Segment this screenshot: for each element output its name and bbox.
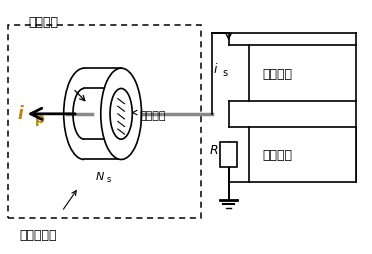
Bar [8,26,201,218]
Text: 检测电路: 检测电路 [262,148,292,161]
Text: $i$: $i$ [213,62,218,76]
Bar [249,46,356,102]
Bar [221,142,237,167]
Text: 初级绕组: 初级绕组 [29,16,58,29]
Ellipse shape [101,69,141,160]
Text: $R$: $R$ [209,143,218,156]
Text: 传感器探头: 传感器探头 [19,228,57,241]
Ellipse shape [110,89,132,140]
Text: i: i [17,104,23,122]
Text: s: s [219,150,224,160]
Bar [249,127,356,183]
Text: s: s [222,68,227,78]
Text: s: s [107,174,112,183]
Text: $N$: $N$ [95,169,105,181]
Text: 励磁绕组: 励磁绕组 [140,111,166,121]
Text: 激励电路: 激励电路 [262,68,292,81]
Text: p: p [35,111,45,125]
